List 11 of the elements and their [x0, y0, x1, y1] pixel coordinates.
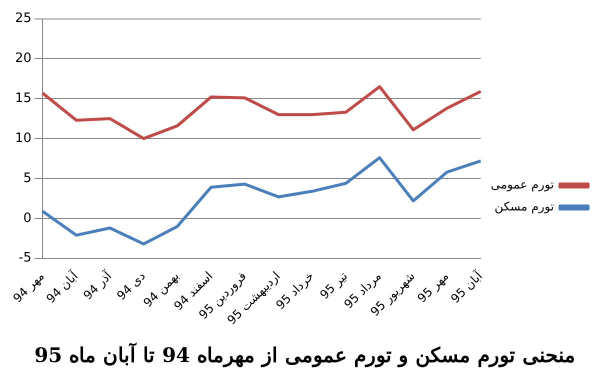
y-tick-label: 10: [14, 130, 32, 146]
y-tick-label: 5: [23, 170, 32, 186]
legend-label: تورم مسکن: [494, 200, 554, 214]
y-tick-label: 20: [14, 51, 32, 66]
y-tick-label: 0: [23, 210, 32, 226]
y-tick-label: 15: [14, 91, 32, 106]
y-tick-label: -5: [18, 250, 32, 266]
y-tick-label: 25: [14, 11, 32, 26]
legend-label: تورم عمومی: [490, 178, 554, 192]
x-tick-label: آذر 94: [80, 268, 115, 303]
text: منحنی تورم مسکن و تورم عمومی از مهرماه 94 تا آبان ماه 95: [34, 342, 576, 368]
